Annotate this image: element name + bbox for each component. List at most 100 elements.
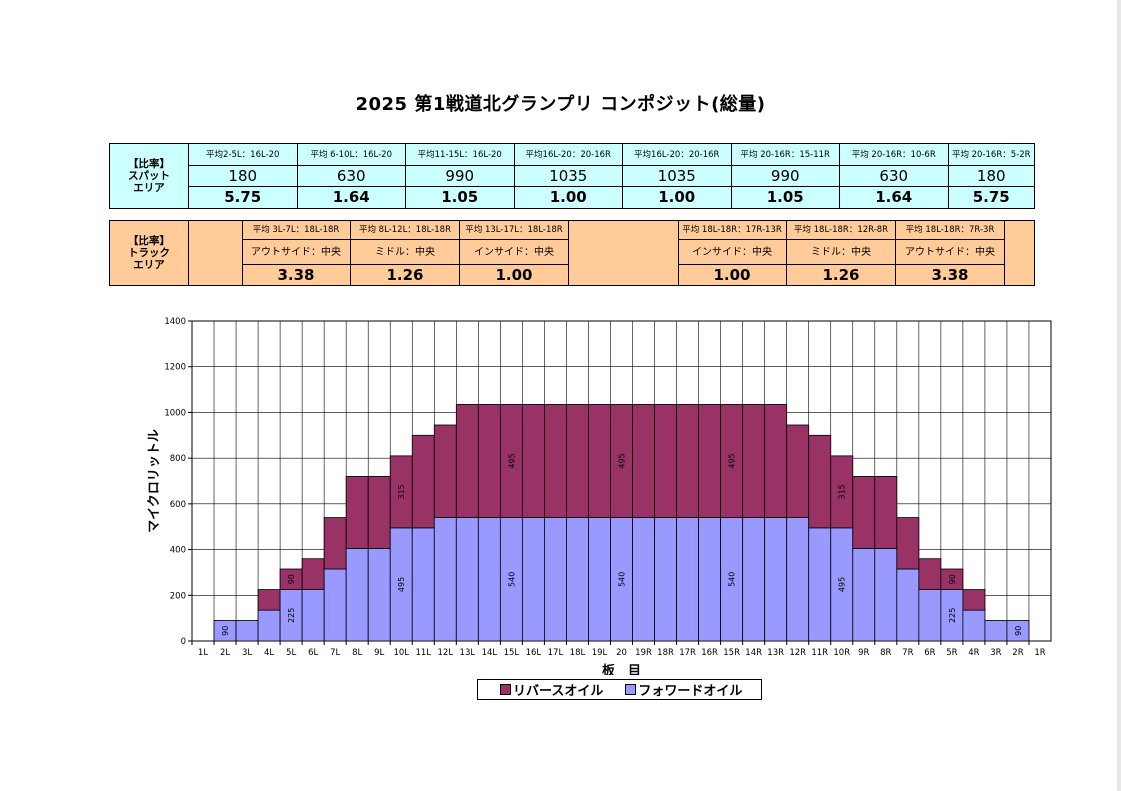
bar-forward-oil	[367, 548, 391, 642]
spot-ratio-cell: 5.75	[189, 187, 298, 208]
bar-forward-oil	[764, 517, 788, 642]
bar-forward-oil	[808, 527, 832, 642]
x-tick-label: 5R	[946, 648, 957, 658]
x-tick-label: 9L	[374, 648, 384, 658]
track-ratio-cell: 3.38	[242, 265, 351, 285]
bar-reverse-oil	[345, 476, 369, 549]
data-label: 90	[948, 574, 957, 584]
bar-reverse-oil	[301, 558, 325, 590]
bar-forward-oil	[742, 517, 766, 642]
x-tick-label: 17R	[679, 648, 696, 658]
bar-forward-oil	[588, 517, 611, 642]
x-tick-label: 1L	[198, 648, 208, 658]
spot-ratio-cell: 1.00	[623, 187, 732, 208]
x-tick-label: 1R	[1034, 648, 1045, 658]
track-sub-cell: ミドル：中央	[351, 240, 460, 265]
bar-forward-oil	[1006, 620, 1030, 642]
track-sub-cell: インサイド：中央	[678, 240, 787, 265]
x-tick-label: 6L	[308, 648, 318, 658]
bar-reverse-oil	[544, 404, 567, 518]
spot-label-line: エリア	[133, 182, 165, 194]
spot-header-cell: 平均 6-10L：16L-20	[297, 144, 406, 166]
y-tick-label: 1000	[164, 408, 186, 418]
data-label: 495	[397, 577, 406, 592]
bar-reverse-oil	[808, 434, 832, 529]
track-ratio-cell: 1.00	[460, 265, 569, 285]
bar-forward-oil	[301, 589, 325, 642]
bar-reverse-oil	[764, 404, 788, 518]
bar-forward-oil	[874, 548, 898, 642]
spot-quantity-cell: 990	[731, 166, 840, 187]
x-tick-label: 5L	[286, 648, 296, 658]
track-ratio-cell: 1.26	[787, 265, 896, 285]
track-sub-cell: ミドル：中央	[787, 240, 896, 265]
x-tick-label: 13R	[767, 648, 784, 658]
track-label-line: エリア	[133, 259, 165, 271]
bar-forward-oil	[433, 517, 457, 642]
bar-reverse-oil	[940, 568, 964, 590]
spot-ratio-cell: 1.64	[840, 187, 949, 208]
bar-forward-oil	[544, 517, 567, 642]
x-tick-label: 16R	[701, 648, 718, 658]
x-tick-label: 2L	[220, 648, 230, 658]
bar-reverse-oil	[411, 434, 435, 529]
bar-forward-oil	[521, 517, 545, 642]
spot-ratio-cell: 1.05	[406, 187, 515, 208]
track-sub-cell: アウトサイド：中央	[242, 240, 351, 265]
bar-forward-oil	[654, 517, 677, 642]
track-area-table: 【比率】 トラック エリア 平均 3L-7L：18L-18R アウトサイド：中央 3…	[109, 220, 1035, 286]
x-tick-label: 12R	[789, 648, 806, 658]
x-tick-label: 18R	[657, 648, 674, 658]
data-label: 315	[838, 484, 847, 499]
x-tick-label: 18L	[570, 648, 586, 658]
data-label: 540	[618, 572, 627, 587]
x-tick-label: 15L	[504, 648, 520, 658]
bar-reverse-oil	[477, 404, 501, 518]
x-tick-label: 15R	[723, 648, 740, 658]
data-label: 540	[507, 572, 516, 587]
legend-swatch-forward	[625, 684, 637, 695]
x-tick-label: 14L	[482, 648, 498, 658]
x-tick-label: 9R	[858, 648, 869, 658]
y-tick-label: 400	[170, 546, 186, 556]
bar-reverse-oil	[676, 404, 699, 518]
spot-quantity-cell: 630	[297, 166, 406, 187]
spot-ratio-cell: 5.75	[972, 188, 1010, 206]
track-ratio-cell: 3.38	[896, 265, 1005, 285]
spot-header-cell: 平均11-15L：16L-20	[406, 144, 515, 166]
bar-forward-oil	[323, 568, 347, 642]
spot-ratio-cell: 1.64	[298, 187, 406, 208]
chart-legend: リバースオイル フォワードオイル	[477, 679, 762, 700]
page-title: 2025 第1戦道北グランプリ コンポジット(総量)	[355, 94, 766, 115]
bar-forward-oil	[455, 517, 479, 642]
bar-reverse-oil	[786, 424, 810, 518]
track-label-line: 【比率】	[128, 235, 170, 247]
y-tick-label: 1400	[164, 317, 186, 327]
track-header-cell: 平均 8L-12L：18L-18R	[351, 221, 460, 240]
data-label: 495	[838, 577, 847, 592]
y-tick-label: 600	[170, 500, 186, 510]
spot-header-cell: 平均 20-16R：15-11R	[731, 144, 840, 166]
bar-reverse-oil	[632, 404, 655, 518]
bar-forward-oil	[345, 548, 369, 642]
spot-ratio-cell: 1.05	[732, 187, 840, 208]
x-tick-label: 12L	[438, 648, 454, 658]
track-ratio-cell: 1.00	[678, 265, 787, 285]
bar-forward-oil	[566, 517, 589, 642]
data-label: 540	[728, 572, 737, 587]
track-sub-cell: インサイド：中央	[460, 240, 569, 265]
data-label: 495	[618, 453, 627, 468]
x-tick-label: 20	[616, 648, 627, 658]
legend-swatch-reverse	[500, 684, 511, 695]
x-tick-label: 6R	[924, 648, 935, 658]
bar-reverse-oil	[742, 404, 766, 518]
bar-reverse-oil	[874, 476, 898, 549]
track-header-cell: 平均 18L-18R：12R-8R	[787, 221, 896, 240]
x-tick-label: 2R	[1012, 648, 1023, 658]
x-tick-label: 17L	[548, 648, 564, 658]
spot-quantity-cell: 990	[406, 166, 515, 187]
spot-area-table: 【比率】 スパット エリア 平均2-5L：16L-20 180 5.75 平均 6-1…	[109, 143, 1035, 209]
bar-reverse-oil	[566, 404, 589, 518]
bar-reverse-oil	[962, 589, 986, 611]
x-tick-label: 3L	[242, 648, 252, 658]
